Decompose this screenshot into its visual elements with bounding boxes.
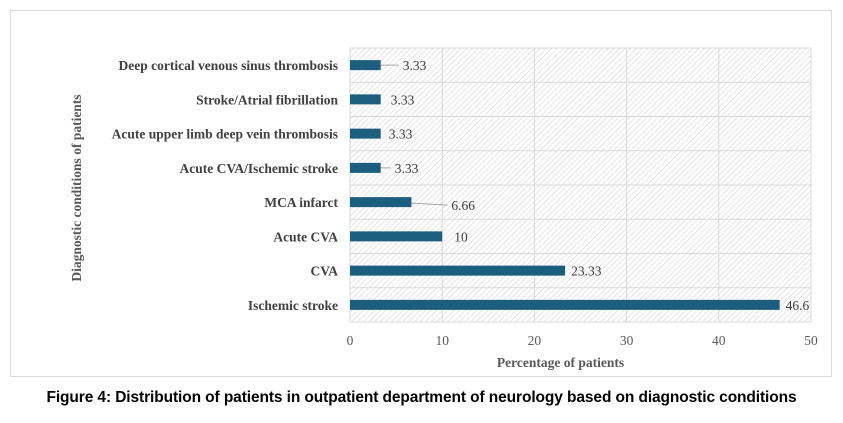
x-tick-label: 10 bbox=[435, 333, 449, 348]
data-label: 6.66 bbox=[451, 198, 475, 213]
y-axis-title: Diagnostic conditions of patients bbox=[69, 94, 84, 281]
bar bbox=[350, 197, 412, 208]
category-label: Ischemic stroke bbox=[248, 298, 338, 313]
data-label: 23.33 bbox=[571, 264, 602, 279]
category-label: CVA bbox=[310, 264, 338, 279]
x-tick-label: 20 bbox=[528, 333, 542, 348]
x-tick-label: 50 bbox=[804, 333, 818, 348]
category-label: Stroke/Atrial fibrillation bbox=[196, 92, 338, 107]
bar bbox=[350, 94, 381, 105]
x-tick-labels: 0 10 20 30 40 50 bbox=[347, 333, 818, 348]
bar-chart: 46.6 23.33 10 6.66 3.33 3.33 3.33 3.33 Ischemic… bbox=[69, 47, 818, 370]
label-leader-lines bbox=[380, 64, 448, 206]
data-label: 3.33 bbox=[403, 58, 427, 73]
leader-line bbox=[411, 202, 448, 206]
category-label: Deep cortical venous sinus thrombosis bbox=[118, 58, 338, 73]
bar bbox=[350, 162, 381, 173]
bar bbox=[350, 265, 566, 276]
bar bbox=[350, 231, 443, 242]
data-label: 3.33 bbox=[389, 127, 413, 142]
bar bbox=[350, 128, 381, 139]
x-tick-label: 30 bbox=[620, 333, 634, 348]
data-label: 46.6 bbox=[786, 298, 810, 313]
category-labels: Ischemic stroke CVA Acute CVA MCA infarct Ac… bbox=[112, 58, 339, 313]
data-label: 10 bbox=[454, 229, 468, 244]
horizontal-gridlines bbox=[350, 47, 811, 323]
category-label: Acute upper limb deep vein thrombosis bbox=[112, 127, 338, 142]
x-tick-label: 0 bbox=[347, 333, 354, 348]
bar bbox=[350, 60, 381, 71]
category-label: Acute CVA/Ischemic stroke bbox=[180, 161, 338, 176]
category-label: Acute CVA bbox=[273, 229, 338, 244]
figure-caption: Figure 4: Distribution of patients in ou… bbox=[46, 389, 797, 406]
data-label: 3.33 bbox=[395, 161, 419, 176]
category-label: MCA infarct bbox=[264, 195, 338, 210]
x-tick-label: 40 bbox=[712, 333, 726, 348]
data-labels: 46.6 23.33 10 6.66 3.33 3.33 3.33 3.33 bbox=[389, 58, 810, 313]
bars bbox=[350, 60, 780, 310]
x-axis-title: Percentage of patients bbox=[497, 355, 624, 370]
data-label: 3.33 bbox=[391, 92, 415, 107]
bar bbox=[350, 299, 780, 310]
